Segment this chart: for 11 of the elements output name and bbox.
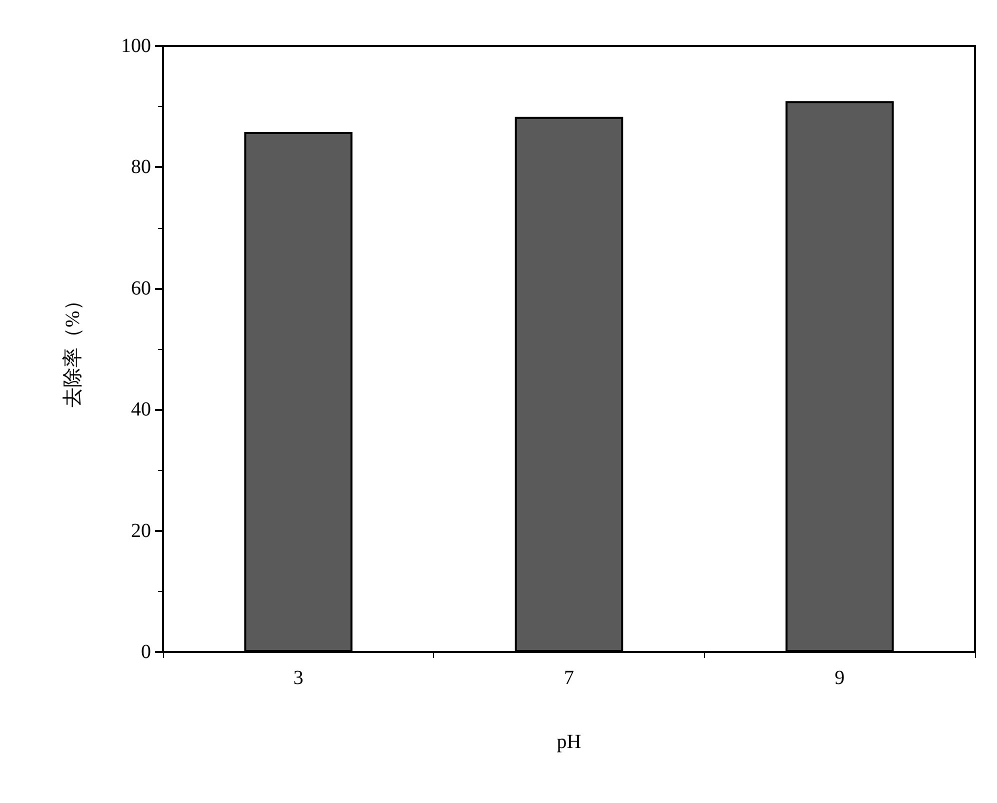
y-tick-label: 80 <box>131 156 151 178</box>
x-tick-label: 3 <box>293 667 304 689</box>
x-tick-label: 9 <box>834 667 845 689</box>
y-tick-label: 60 <box>131 277 151 300</box>
y-tick-label: 20 <box>131 520 151 542</box>
x-axis-title: pH <box>556 731 582 753</box>
y-tick-label: 100 <box>121 35 151 57</box>
y-tick-label: 40 <box>131 398 151 421</box>
x-tick-label: 7 <box>564 667 574 689</box>
y-tick-label: 0 <box>141 641 151 663</box>
y-axis-title: 去除率（%） <box>62 290 84 408</box>
